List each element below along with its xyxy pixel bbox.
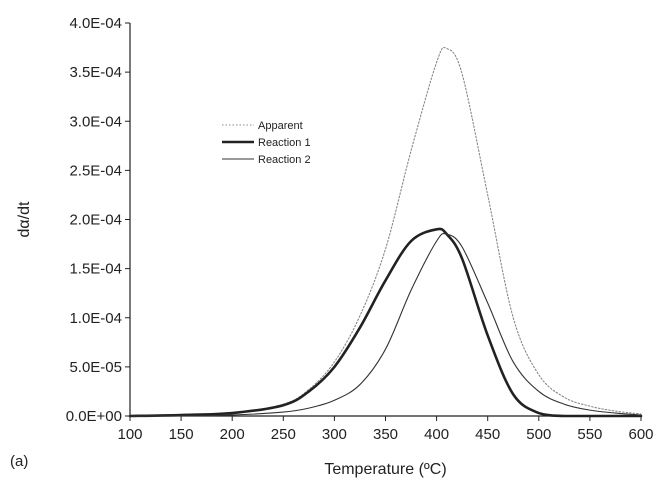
x-tick-label: 450 — [475, 426, 500, 443]
legend-label: Reaction 2 — [258, 154, 311, 166]
x-tick-label: 100 — [117, 426, 142, 443]
x-tick-label: 300 — [322, 426, 347, 443]
legend-label: Apparent — [258, 120, 303, 132]
y-tick-label: 0.0E+00 — [66, 408, 122, 425]
x-tick-label: 550 — [577, 426, 602, 443]
y-tick-label: 3.0E-04 — [69, 113, 122, 130]
y-tick-label: 1.0E-04 — [69, 310, 122, 327]
y-tick-label: 1.5E-04 — [69, 261, 122, 278]
series-layer — [128, 46, 643, 418]
series-line-apparent — [129, 46, 642, 417]
series-line-reaction-1 — [128, 227, 643, 418]
y-tick-label: 3.5E-04 — [69, 64, 122, 81]
y-axis-title: dα/dt — [16, 201, 33, 237]
x-tick-label: 250 — [271, 426, 296, 443]
y-tick-label: 5.0E-05 — [69, 359, 122, 376]
x-tick-label: 400 — [424, 426, 449, 443]
x-axis-title: Temperature (ºC) — [324, 461, 446, 478]
x-tick-label: 500 — [526, 426, 551, 443]
x-tick-label: 350 — [373, 426, 398, 443]
y-tick-label: 4.0E-04 — [69, 15, 122, 32]
x-tick-label: 200 — [220, 426, 245, 443]
legend-label: Reaction 1 — [258, 137, 311, 149]
y-tick-label: 2.5E-04 — [69, 162, 122, 179]
x-tick-label: 150 — [169, 426, 194, 443]
y-tick-label: 2.0E-04 — [69, 212, 122, 229]
x-tick-label: 600 — [628, 426, 653, 443]
legend: Apparent Reaction 1 Reaction 2 — [222, 120, 311, 166]
axes: 100 150 200 250 300 350 400 450 500 550 600 0.0E+00… — [66, 15, 654, 443]
series-line-reaction-2 — [129, 232, 642, 417]
panel-label: (a) — [10, 453, 28, 470]
